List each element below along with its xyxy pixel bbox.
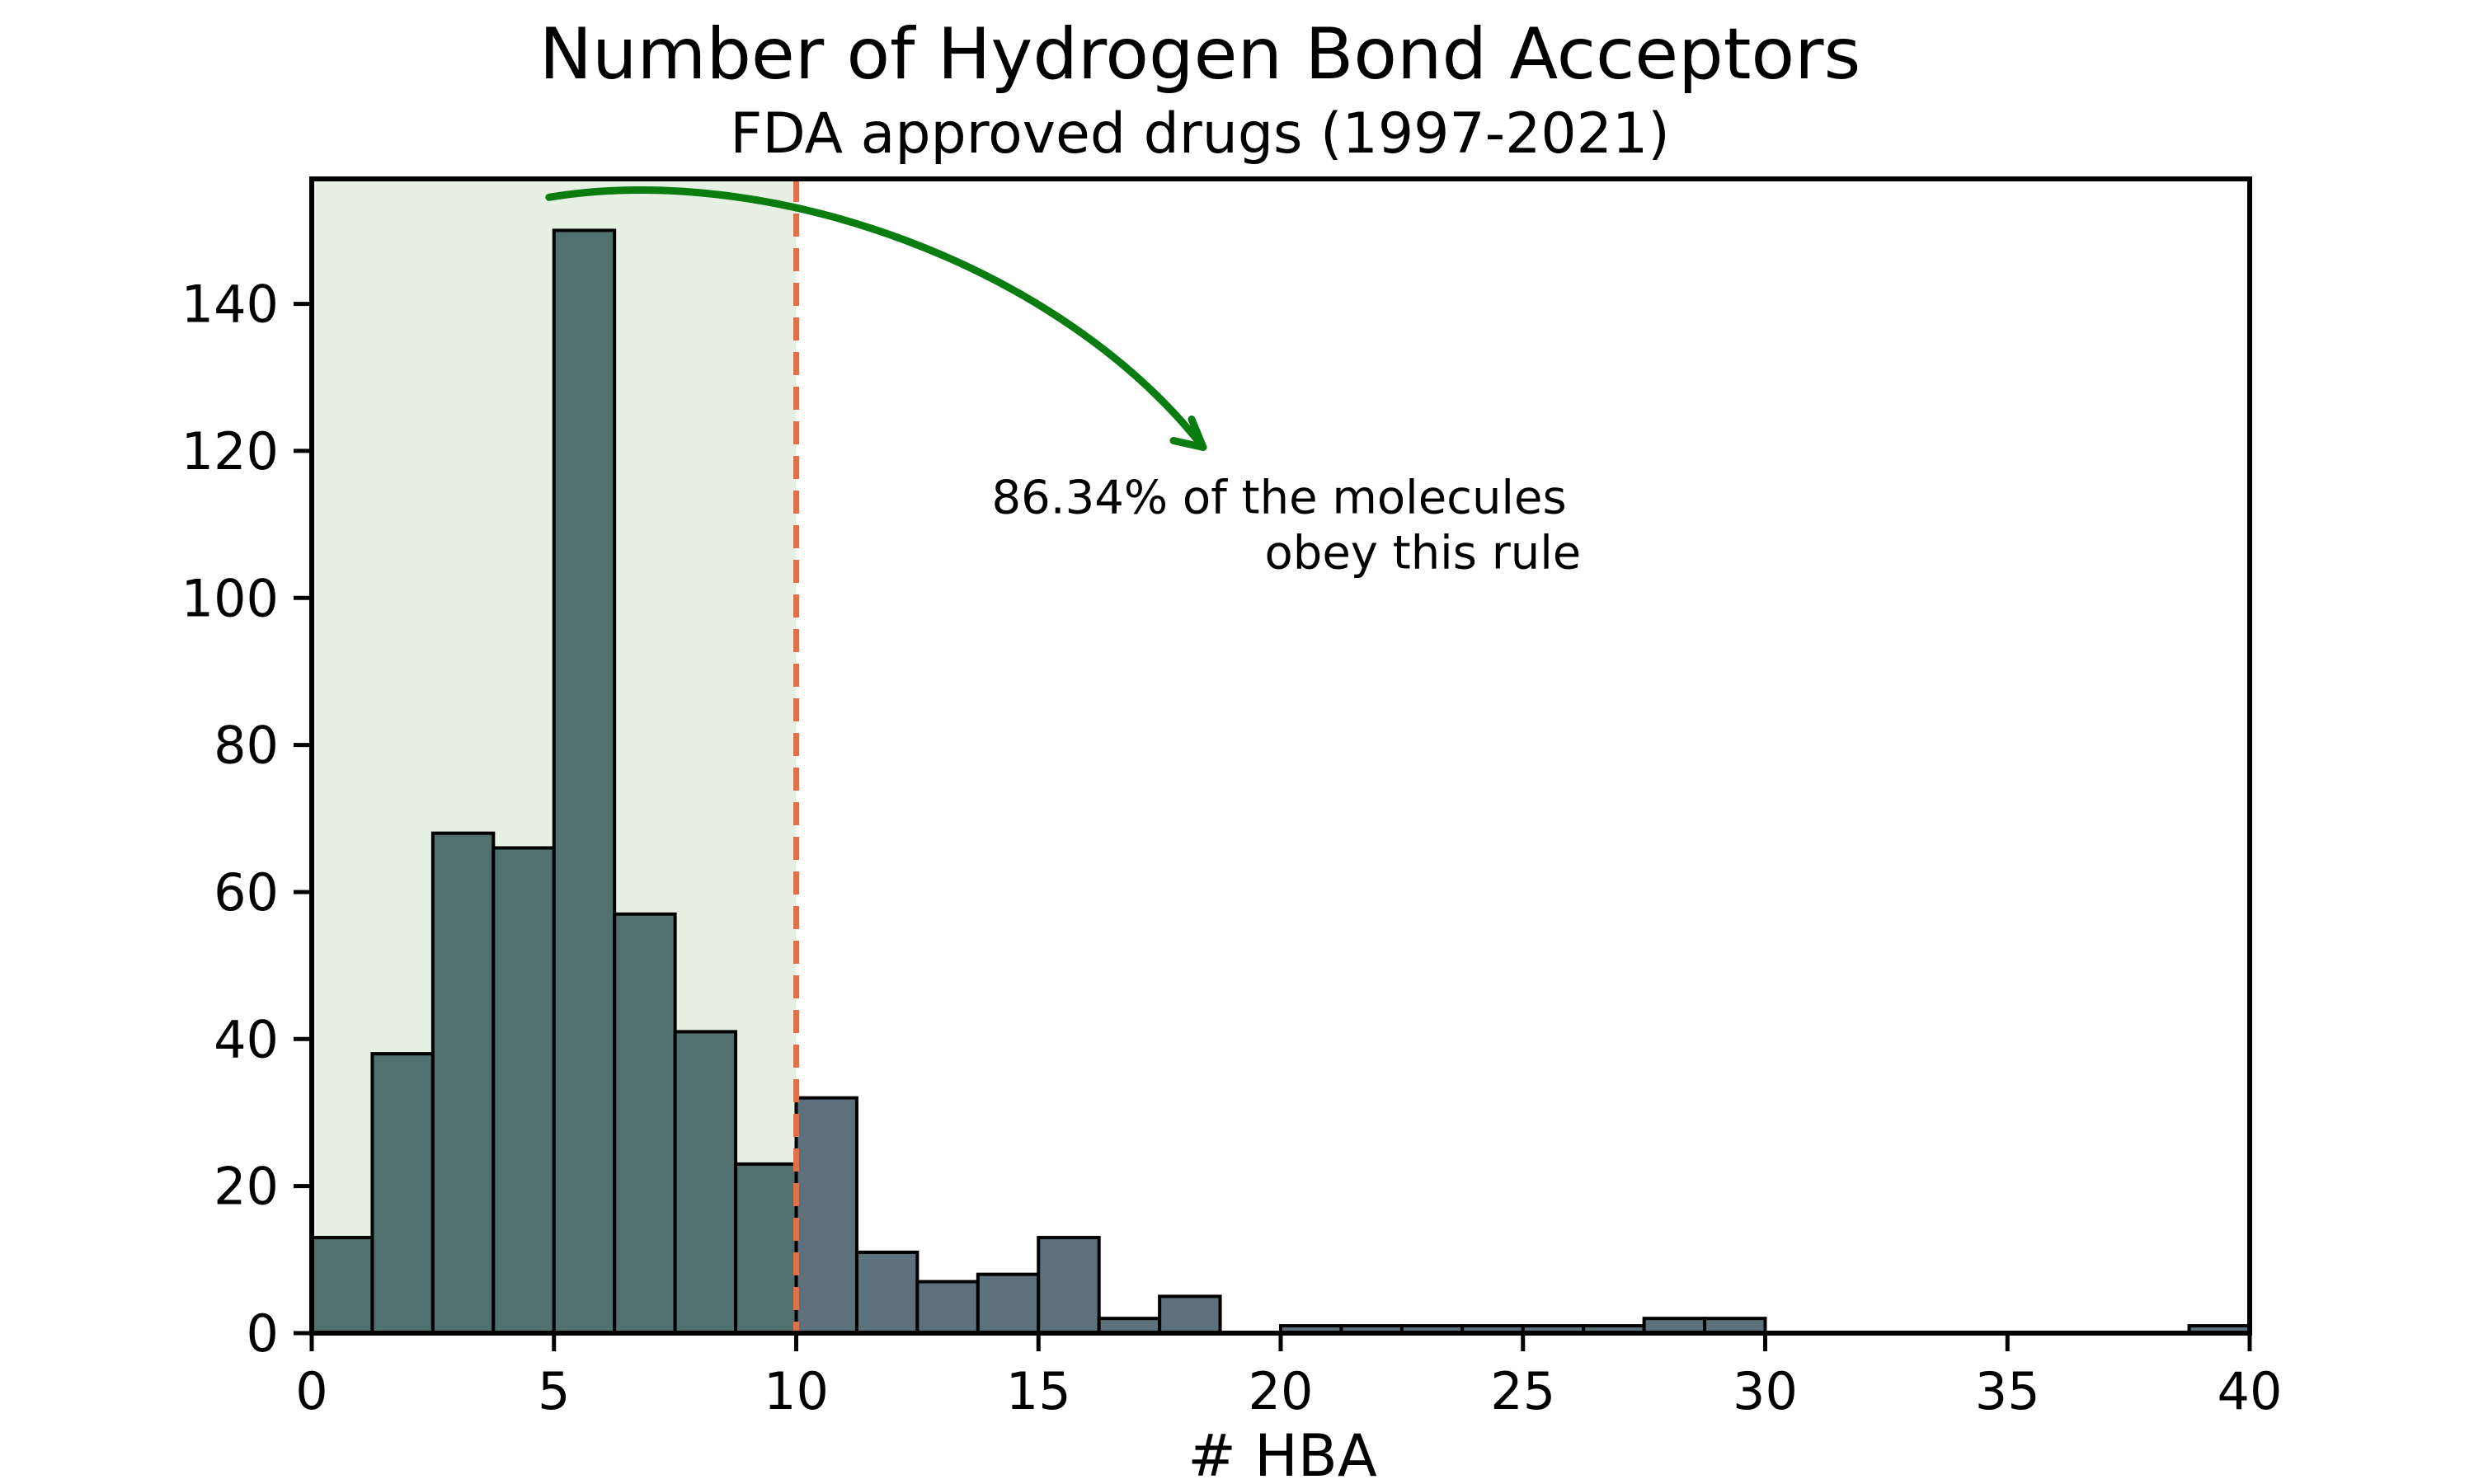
x-tick-label: 30: [1733, 1361, 1798, 1421]
x-tick-label: 25: [1490, 1361, 1555, 1421]
y-tick-label: 120: [181, 421, 279, 481]
y-tick-label: 40: [214, 1009, 279, 1069]
y-axis: 0 20 40 60 80 100 120 140: [181, 275, 312, 1364]
histogram-bar: [552, 228, 617, 1335]
histogram-bar: [854, 1250, 920, 1336]
annotation-line-2: obey this rule: [1265, 527, 1582, 580]
histogram-bar: [794, 1096, 858, 1335]
x-tick-label: 20: [1249, 1361, 1314, 1421]
histogram-bar: [976, 1272, 1041, 1336]
x-tick-label: 40: [2218, 1361, 2283, 1421]
annotation-line-1: 86.34% of the molecules: [992, 472, 1567, 525]
histogram-bar: [370, 1052, 435, 1335]
histogram-bar: [613, 912, 677, 1335]
histogram-bars: [310, 228, 2251, 1336]
x-axis-label: # HBA: [1188, 1422, 1377, 1484]
histogram-bar: [915, 1280, 980, 1335]
annotation-arrow: [545, 186, 1207, 451]
y-tick-label: 20: [214, 1157, 279, 1217]
histogram-bar: [734, 1162, 798, 1335]
x-axis: 0 5 10 15 20 25 30 35 40: [295, 1333, 2282, 1421]
x-tick-label: 5: [538, 1361, 570, 1421]
histogram-bar: [1158, 1294, 1222, 1336]
chart-title: Number of Hydrogen Bond Acceptors: [539, 13, 1861, 96]
x-tick-label: 10: [764, 1361, 829, 1421]
annotation-arrowhead: [1169, 415, 1207, 451]
histogram-bar: [430, 831, 496, 1335]
y-tick-label: 0: [247, 1303, 279, 1364]
y-tick-label: 140: [181, 275, 279, 335]
x-tick-label: 35: [1975, 1361, 2040, 1421]
x-tick-label: 15: [1006, 1361, 1071, 1421]
histogram-bar: [1037, 1236, 1101, 1335]
chart-subtitle: FDA approved drugs (1997-2021): [730, 101, 1669, 167]
x-tick-label: 0: [295, 1361, 327, 1421]
y-tick-label: 80: [214, 716, 279, 776]
y-tick-label: 100: [181, 568, 279, 628]
y-tick-label: 60: [214, 862, 279, 923]
histogram-bar: [673, 1030, 738, 1335]
histogram-bar: [492, 846, 556, 1335]
histogram-bar: [310, 1236, 374, 1335]
